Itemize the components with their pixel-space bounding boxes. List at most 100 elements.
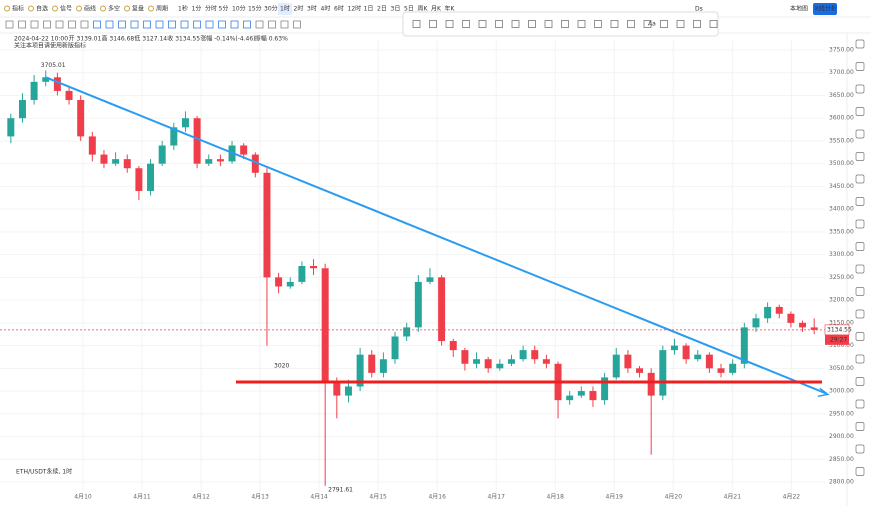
draw-icon[interactable] <box>218 20 226 29</box>
sidebar-icon[interactable] <box>855 84 865 94</box>
draw-icon[interactable] <box>143 20 151 29</box>
sidebar-icon[interactable] <box>855 39 865 49</box>
draw-icon[interactable] <box>180 20 189 29</box>
tool-button[interactable]: 信号 <box>60 5 72 13</box>
tool-button[interactable]: 自选 <box>36 5 48 13</box>
draw-icon[interactable] <box>268 20 276 29</box>
timeframe-tab[interactable]: 分时 <box>205 5 217 13</box>
tool-button[interactable]: 复盘 <box>132 5 144 13</box>
analysis-button[interactable] <box>813 3 837 15</box>
draw-icon[interactable] <box>660 20 668 28</box>
tool-icon[interactable] <box>148 5 154 12</box>
draw-icon[interactable] <box>105 20 114 29</box>
tool-icon[interactable] <box>100 5 106 12</box>
tool-icon[interactable] <box>124 5 130 12</box>
draw-icon[interactable] <box>280 20 289 29</box>
sidebar-icon[interactable] <box>855 242 865 251</box>
sidebar-icon[interactable] <box>855 309 865 319</box>
timeframe-tab[interactable]: 年K <box>445 5 456 13</box>
tool-button[interactable]: 画线 <box>84 5 96 13</box>
draw-icon[interactable] <box>627 20 635 28</box>
tool-icon[interactable] <box>4 5 10 12</box>
timeframe-tab[interactable]: 2时 <box>294 5 304 13</box>
sidebar-icon[interactable] <box>855 332 865 341</box>
timeframe-tab[interactable]: 3日 <box>391 6 401 13</box>
draw-icon[interactable] <box>528 20 536 28</box>
draw-icon[interactable] <box>478 20 487 28</box>
draw-icon[interactable] <box>544 20 553 28</box>
draw-icon[interactable] <box>561 20 569 28</box>
timeframe-tab[interactable]: 5日 <box>404 6 414 13</box>
timeframe-tab[interactable]: 月K <box>431 6 442 13</box>
draw-icon[interactable] <box>610 20 619 28</box>
sidebar-icon[interactable] <box>855 174 865 184</box>
timeframe-tab[interactable]: 6时 <box>334 5 344 13</box>
timeframe-tab[interactable]: 30分 <box>264 5 278 13</box>
draw-icon[interactable] <box>255 20 264 29</box>
draw-icon[interactable] <box>594 20 602 28</box>
sidebar-icon[interactable] <box>855 129 865 139</box>
tool-icon[interactable] <box>52 5 58 12</box>
draw-icon[interactable] <box>130 20 139 29</box>
tool-icon[interactable] <box>76 5 82 12</box>
sidebar-icon[interactable] <box>855 422 865 431</box>
timeframe-tab[interactable]: 3时 <box>307 5 317 13</box>
sidebar-icon[interactable] <box>855 62 865 71</box>
draw-icon[interactable] <box>676 20 685 28</box>
draw-icon[interactable] <box>18 20 26 29</box>
draw-icon[interactable] <box>43 20 51 29</box>
tool-button[interactable]: 本地图 <box>790 5 808 13</box>
analysis-label[interactable]: K线分析 <box>815 5 837 13</box>
draw-icon[interactable] <box>462 20 470 28</box>
tool-button[interactable]: Ds <box>695 6 703 13</box>
draw-icon[interactable] <box>577 20 586 28</box>
timeframe-tab[interactable]: 1分 <box>192 5 202 13</box>
tool-button[interactable]: 多空 <box>108 5 120 13</box>
sidebar-icon[interactable] <box>855 444 865 454</box>
draw-icon[interactable] <box>5 20 14 29</box>
draw-icon[interactable] <box>693 20 701 28</box>
draw-icon[interactable] <box>155 20 164 29</box>
draw-icon[interactable] <box>93 20 101 29</box>
tool-button[interactable]: 指标 <box>12 5 24 13</box>
draw-icon[interactable] <box>55 20 64 29</box>
draw-icon[interactable] <box>445 20 454 28</box>
draw-icon[interactable] <box>709 20 718 28</box>
timeframe-tab[interactable]: 5分 <box>219 5 229 13</box>
timeframe-tab[interactable]: 2日 <box>377 6 387 13</box>
draw-icon[interactable] <box>293 20 301 29</box>
timeframe-tab[interactable]: 周K <box>418 6 429 13</box>
draw-icon[interactable] <box>118 20 126 29</box>
draw-icon[interactable] <box>230 20 239 29</box>
sidebar-icon[interactable] <box>855 399 865 409</box>
tool-icon[interactable] <box>28 5 34 12</box>
sidebar-icon[interactable] <box>855 152 865 161</box>
sidebar-icon[interactable] <box>855 264 865 274</box>
timeframe-tab[interactable]: 12时 <box>348 5 362 13</box>
sidebar-icon[interactable] <box>855 354 865 364</box>
timeframe-tab[interactable]: 1时 <box>280 5 290 13</box>
sidebar-icon[interactable] <box>855 219 865 229</box>
sidebar-icon[interactable] <box>855 287 865 296</box>
sidebar-icon[interactable] <box>855 377 865 386</box>
sidebar-icon[interactable] <box>855 107 865 116</box>
draw-icon[interactable] <box>412 20 421 28</box>
draw-icon[interactable] <box>243 20 251 29</box>
tool-button[interactable]: 周期 <box>156 5 168 13</box>
timeframe-tab[interactable]: 1日 <box>364 6 374 13</box>
timeframe-tab[interactable]: 4时 <box>321 5 331 13</box>
draw-icon[interactable] <box>193 20 201 29</box>
text-tool[interactable]: Aa <box>648 21 656 28</box>
draw-icon[interactable] <box>168 20 176 29</box>
timeframe-tab[interactable]: 1秒 <box>178 5 188 13</box>
sidebar-icon[interactable] <box>855 467 865 476</box>
draw-icon[interactable] <box>205 20 214 29</box>
draw-icon[interactable] <box>511 20 520 28</box>
draw-icon[interactable] <box>68 20 76 29</box>
drawing-toolbar[interactable] <box>402 11 719 37</box>
timeframe-tab[interactable]: 10分 <box>232 5 246 13</box>
sidebar-icon[interactable] <box>855 197 865 206</box>
draw-icon[interactable] <box>80 20 89 29</box>
draw-icon[interactable] <box>495 20 503 28</box>
timeframe-tab[interactable]: 15分 <box>248 5 262 13</box>
